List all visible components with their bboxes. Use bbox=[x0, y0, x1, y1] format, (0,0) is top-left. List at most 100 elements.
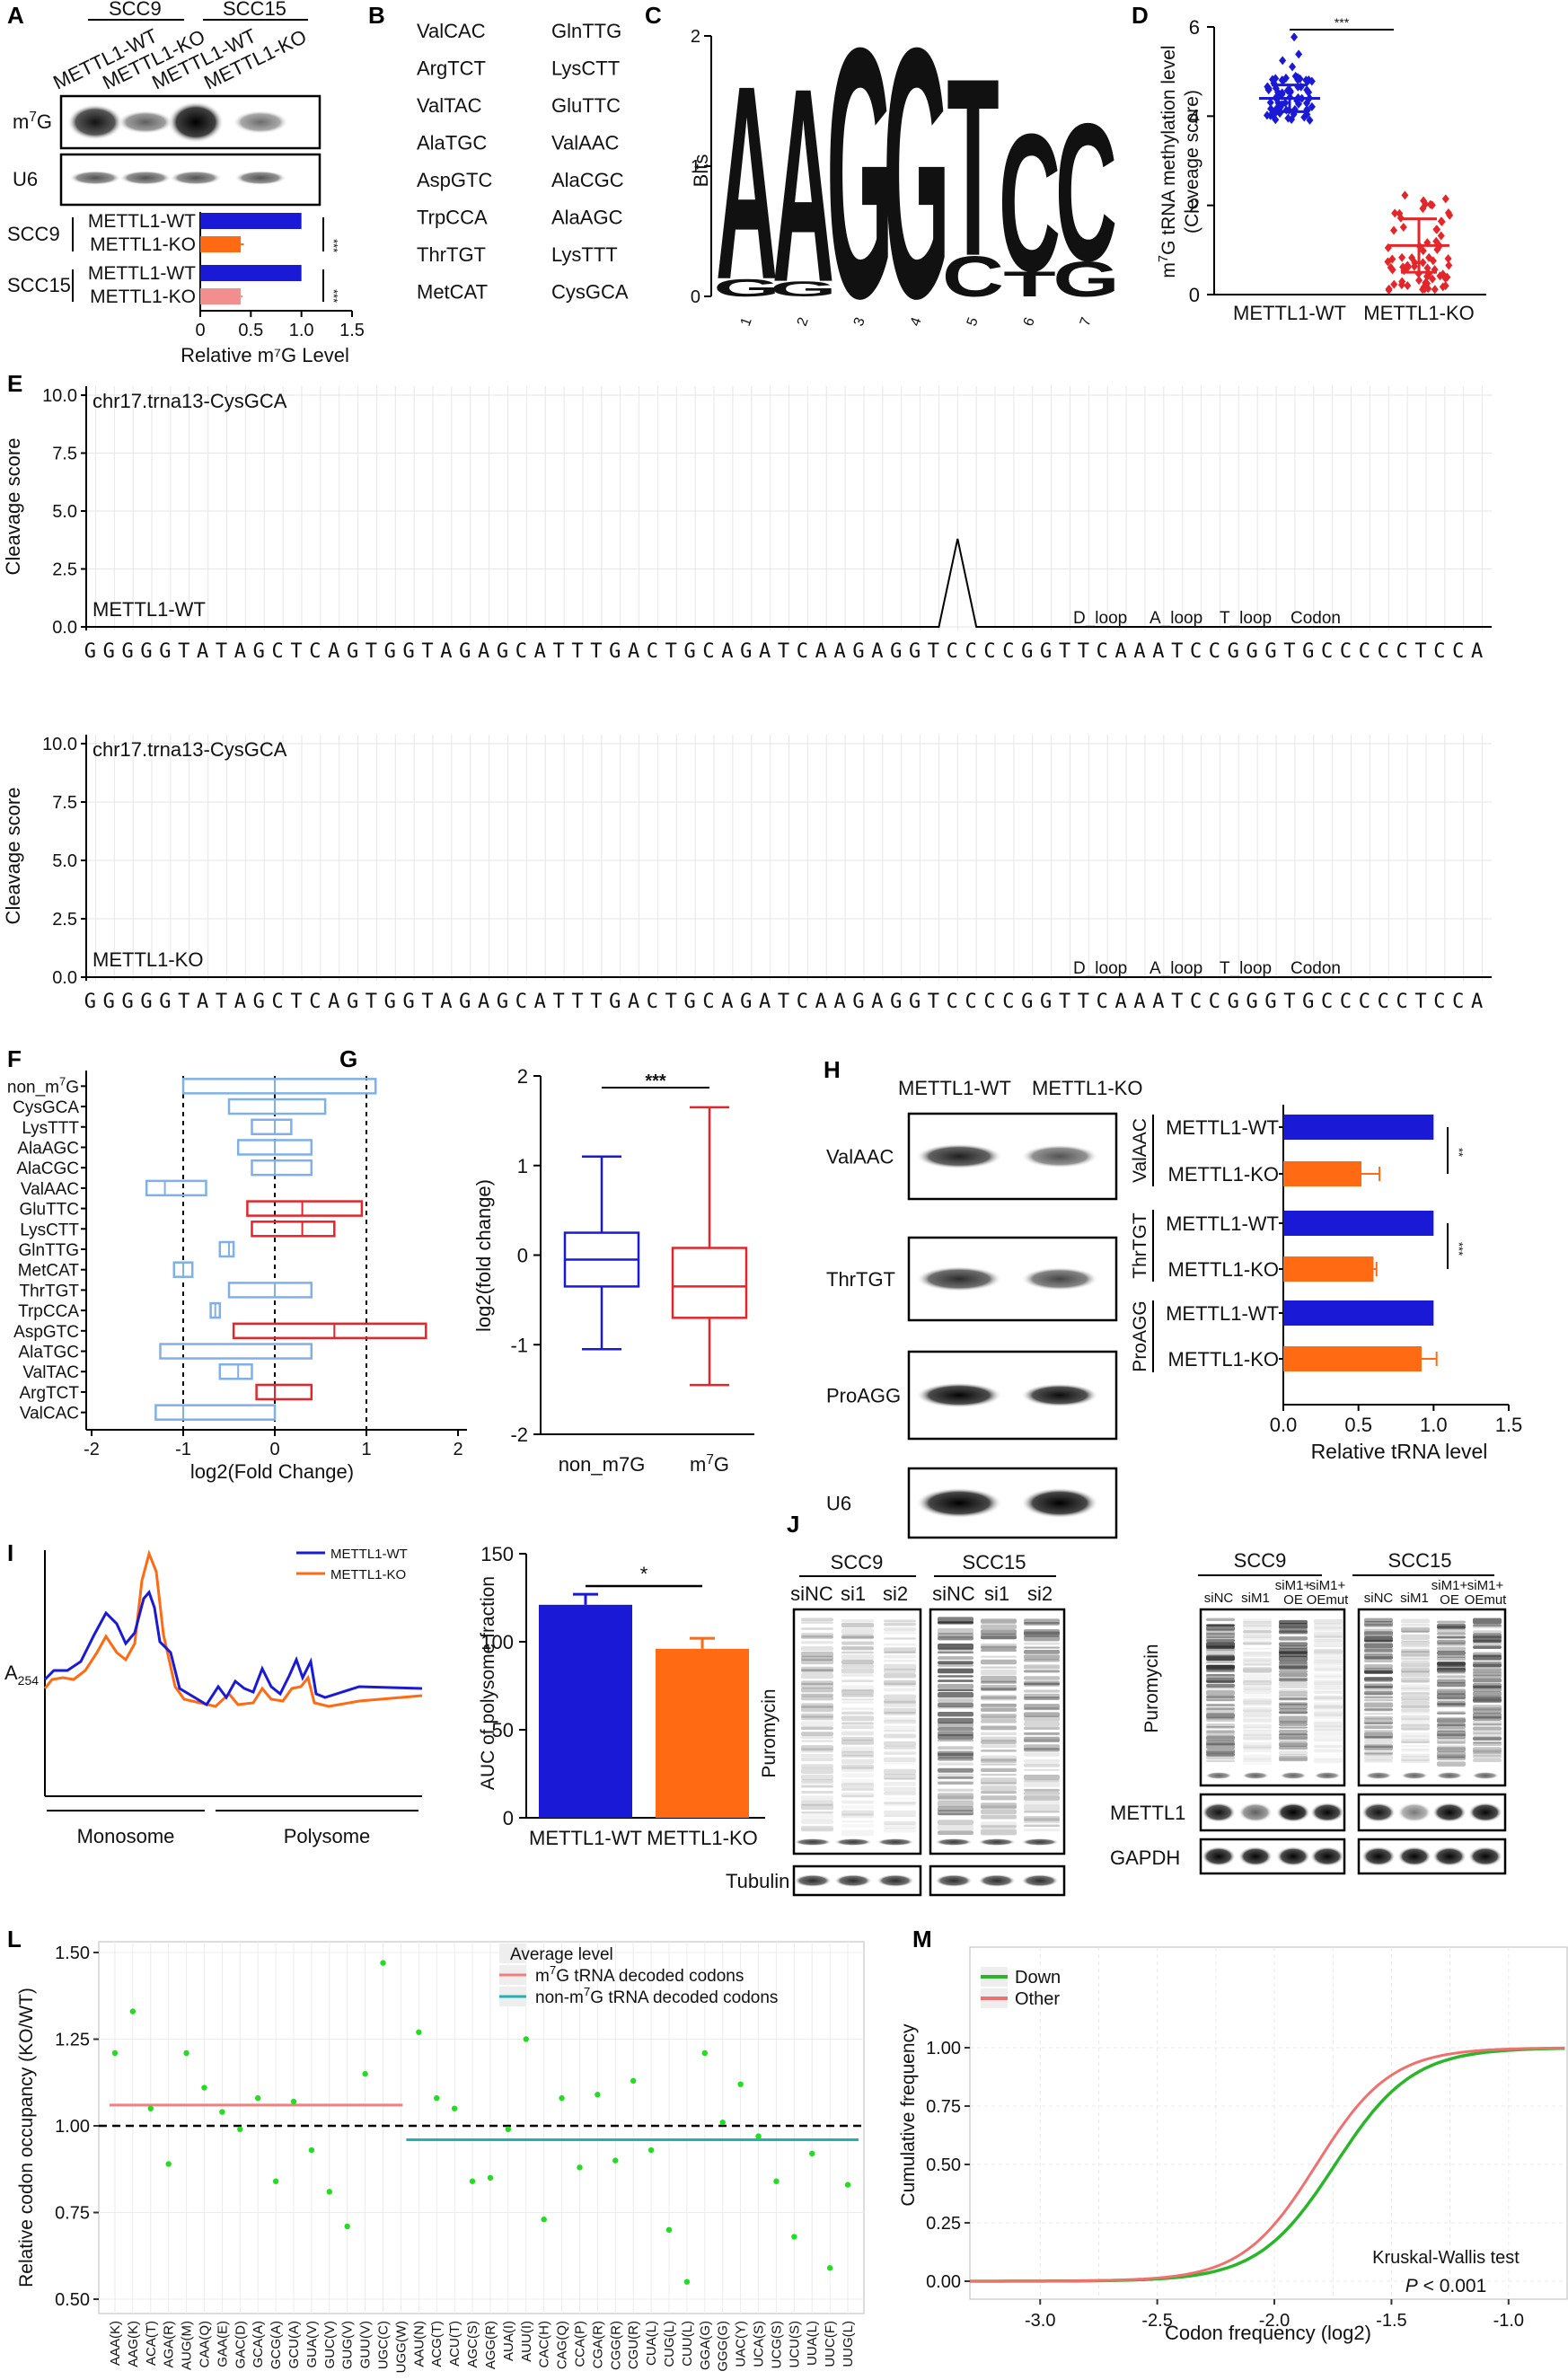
blot-band bbox=[234, 171, 286, 185]
category-label: AlaTGC bbox=[18, 1344, 79, 1362]
legend-d-loop: D_loop bbox=[1073, 609, 1127, 628]
sequence-base: G bbox=[122, 640, 134, 663]
blot-band bbox=[170, 171, 222, 185]
group-label: ValAAC bbox=[1130, 1118, 1150, 1183]
logo-letter-t: T bbox=[1003, 265, 1055, 304]
sequence-base: C bbox=[947, 640, 958, 663]
box-argtct bbox=[255, 1383, 313, 1401]
sequence-base: A bbox=[197, 991, 208, 1013]
data-point bbox=[1408, 253, 1416, 263]
codon-label: GCA(A) bbox=[251, 2321, 266, 2368]
data-point bbox=[1429, 256, 1437, 266]
sequence-base: G bbox=[890, 991, 902, 1013]
sequence-base: C bbox=[1359, 640, 1370, 663]
group-label-scc9: SCC9 bbox=[1234, 1549, 1287, 1572]
x-tick-label: 1.5 bbox=[339, 321, 365, 340]
lane-label: siNC bbox=[790, 1582, 833, 1605]
sequence-base: C bbox=[1002, 640, 1014, 663]
box-non_m7g bbox=[181, 1078, 377, 1095]
lane-label: siNC bbox=[1204, 1591, 1234, 1606]
trna-label: CysGCA bbox=[551, 281, 629, 304]
sequence-base: C bbox=[965, 991, 977, 1013]
trace-mettl1-ko bbox=[43, 1549, 423, 1708]
y-axis-label: AUC of polysome fraction bbox=[478, 1576, 498, 1790]
blot-frame-puromycin-scc15 bbox=[929, 1608, 1066, 1856]
bar-category-label: METTL1-KO bbox=[90, 234, 196, 255]
data-point bbox=[1305, 87, 1313, 97]
y-tick-label: 0 bbox=[1189, 284, 1200, 306]
blot-band bbox=[1242, 1772, 1269, 1779]
sequence-base: G bbox=[122, 991, 134, 1013]
category-label: CysGCA bbox=[13, 1098, 79, 1117]
panel-letter-m: M bbox=[912, 1926, 932, 1952]
x-tick-label: METTL1-WT bbox=[1233, 302, 1346, 324]
sequence-base: T bbox=[1171, 991, 1183, 1013]
blot-band bbox=[1365, 1772, 1392, 1779]
data-point bbox=[523, 2036, 529, 2042]
sequence-base: T bbox=[1078, 640, 1089, 663]
y-tick-label: 6 bbox=[1189, 16, 1200, 39]
data-point bbox=[1263, 110, 1271, 120]
data-point bbox=[1399, 222, 1407, 232]
logo-letter-t: T bbox=[947, 25, 999, 309]
legend-label-down: Down bbox=[1015, 1968, 1061, 1988]
sequence-base: T bbox=[216, 640, 227, 663]
x-tick-label: 0.5 bbox=[1344, 1414, 1372, 1436]
data-point bbox=[219, 2109, 225, 2115]
y-tick-label: 1 bbox=[691, 157, 700, 177]
sequence-base: C bbox=[515, 640, 527, 663]
sequence-base: C bbox=[1209, 640, 1220, 663]
panel-letter-g: G bbox=[339, 1045, 357, 1072]
blot-band bbox=[1276, 1803, 1310, 1822]
bar-mettl1-ko bbox=[200, 236, 242, 252]
sequence-base: C bbox=[702, 640, 714, 663]
row-label-thrtgt: ThrTGT bbox=[826, 1268, 895, 1291]
category-label: GluTTC bbox=[20, 1201, 80, 1220]
legend-label-wt: METTL1-WT bbox=[330, 1547, 408, 1562]
sequence-base: A bbox=[815, 640, 827, 663]
test-label: Kruskal-Wallis test bbox=[1372, 2248, 1520, 2268]
blot-lane bbox=[841, 1618, 874, 1837]
codon-label: GUG(V) bbox=[340, 2321, 356, 2369]
trna-label: MetCAT bbox=[417, 281, 488, 304]
trace-mettl1-wt bbox=[43, 1590, 423, 1707]
legend-a-loop: A_loop bbox=[1150, 609, 1202, 628]
data-point bbox=[1308, 76, 1316, 86]
blot-band bbox=[916, 1266, 1002, 1291]
codon-label: GGA(G) bbox=[698, 2321, 713, 2370]
y-tick-label: 100 bbox=[480, 1631, 514, 1653]
lane-label: siM1+ bbox=[1467, 1578, 1504, 1593]
y-tick-label: 5.0 bbox=[52, 851, 77, 871]
lane-label: siM1+ bbox=[1275, 1578, 1312, 1593]
blot-band bbox=[1310, 1803, 1344, 1822]
category-label: ArgTCT bbox=[20, 1384, 80, 1403]
sequence-base: T bbox=[1283, 640, 1295, 663]
data-point bbox=[487, 2174, 494, 2182]
data-point bbox=[129, 2008, 137, 2014]
bar-mettl1-wt bbox=[200, 265, 302, 281]
blot-band bbox=[978, 1874, 1016, 1887]
sequence-base: T bbox=[421, 640, 433, 663]
box-lysttt bbox=[251, 1118, 293, 1136]
legend-swatch-bg bbox=[499, 1944, 526, 1963]
sequence-base: A bbox=[1114, 640, 1126, 663]
sequence-base: C bbox=[1209, 991, 1220, 1013]
blot-lane bbox=[1206, 1618, 1235, 1762]
position-label: 7 bbox=[1078, 315, 1095, 328]
blot-band bbox=[935, 1874, 973, 1887]
logo-letter-c: C bbox=[942, 246, 1004, 310]
data-point bbox=[237, 2126, 243, 2133]
row-label-puromycin: Puromycin bbox=[1141, 1644, 1162, 1732]
data-point bbox=[1272, 74, 1280, 84]
sequence-base: G bbox=[1246, 991, 1258, 1013]
box-aspgtc bbox=[232, 1322, 427, 1340]
data-point bbox=[451, 2105, 458, 2111]
box-cysgca bbox=[227, 1097, 327, 1115]
data-point bbox=[1444, 253, 1452, 263]
fraction-label-monosome: Monosome bbox=[77, 1825, 175, 1847]
data-point bbox=[1438, 216, 1446, 226]
x-tick-label: -3.0 bbox=[1025, 2311, 1055, 2331]
blot-band bbox=[168, 101, 224, 143]
codon-label: UCU(S) bbox=[787, 2321, 802, 2368]
data-point bbox=[1266, 98, 1274, 108]
